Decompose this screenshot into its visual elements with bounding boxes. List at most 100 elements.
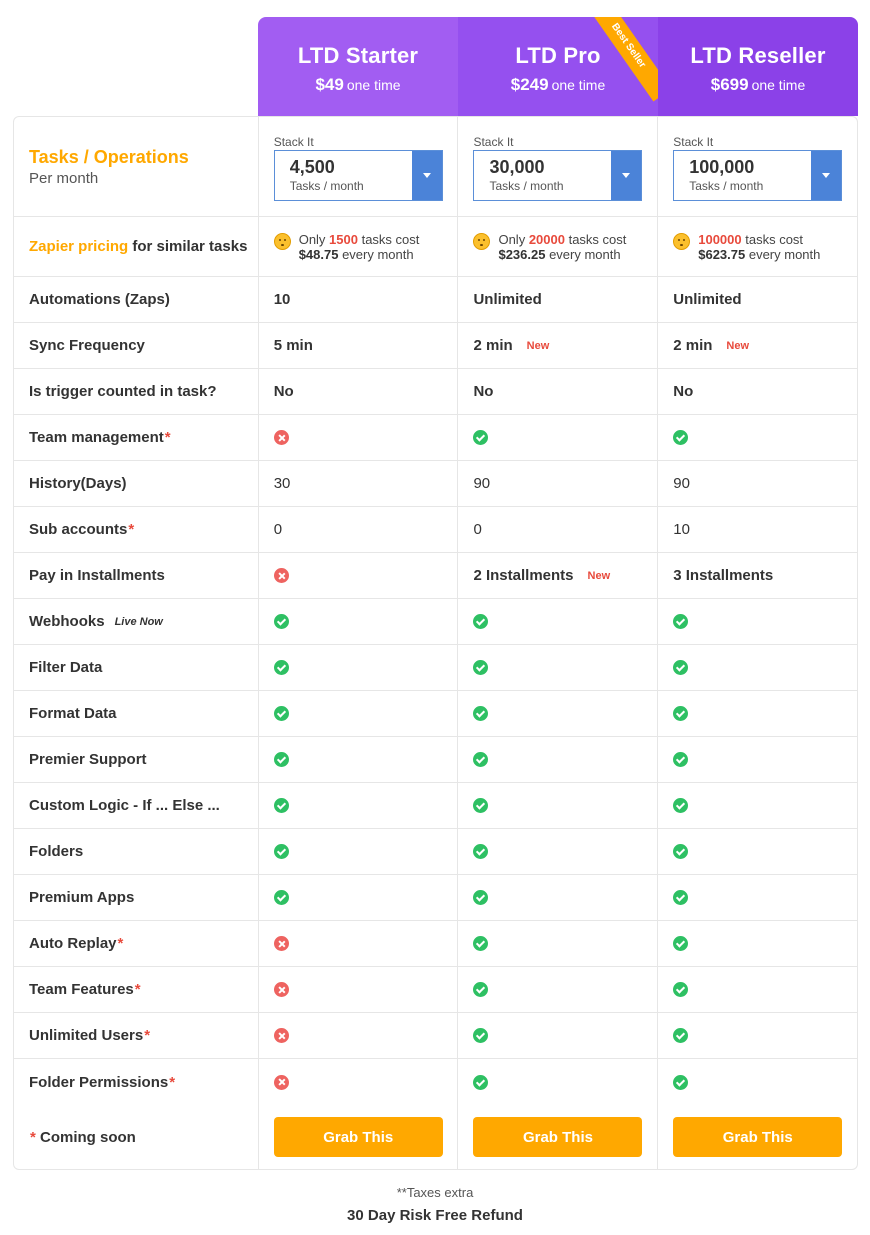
- check-icon: [673, 752, 689, 767]
- feature-value: [457, 875, 657, 920]
- feature-label-text: Automations (Zaps): [29, 291, 170, 308]
- zapier-row: Zapier pricing for similar tasks Only 15…: [14, 217, 857, 277]
- tasks-subtitle: Per month: [29, 169, 99, 187]
- dropdown-button[interactable]: [611, 151, 642, 200]
- feature-value: [457, 783, 657, 828]
- grab-this-button-reseller[interactable]: Grab This: [673, 1117, 843, 1157]
- zapier-cost: $236.25: [498, 247, 546, 262]
- stack-cell: Stack It 30,000 Tasks / month: [457, 117, 657, 216]
- coming-soon-star: *: [169, 1073, 176, 1091]
- zapier-cell: Only 1500 tasks cost $48.75 every month: [257, 217, 458, 276]
- feature-label: Format Data: [14, 691, 258, 736]
- feature-value: 0: [457, 507, 657, 552]
- feature-value: [657, 875, 857, 920]
- feature-label: Team management *: [14, 415, 258, 460]
- feature-value: No: [457, 369, 657, 414]
- feature-row: Automations (Zaps) 10 Unlimited Unlimited: [14, 277, 857, 323]
- taxes-note: **Taxes extra: [396, 1185, 474, 1200]
- feature-value: [657, 1059, 857, 1105]
- stack-label: Stack It: [273, 135, 314, 149]
- check-icon: [473, 982, 489, 997]
- feature-value: [257, 415, 458, 460]
- feature-label-text: Team management: [29, 429, 164, 446]
- check-icon: [473, 1074, 489, 1090]
- check-icon: [673, 1028, 689, 1043]
- new-badge: New: [526, 339, 550, 352]
- feature-value: Unlimited: [457, 277, 657, 322]
- refund-note: 30 Day Risk Free Refund: [347, 1207, 523, 1224]
- feature-label: Premium Apps: [14, 875, 258, 920]
- tasks-title: Tasks / Operations: [29, 146, 189, 167]
- emoji-icon: [673, 233, 691, 250]
- check-icon: [473, 660, 489, 675]
- feature-value-text: 3 Installments: [673, 567, 774, 584]
- feature-label: Sync Frequency: [14, 323, 258, 368]
- feature-label: Is trigger counted in task?: [14, 369, 258, 414]
- coming-soon-star: *: [144, 1027, 151, 1044]
- feature-label: Team Features *: [14, 967, 258, 1012]
- feature-value: 5 min: [257, 323, 458, 368]
- cross-icon: [273, 1074, 289, 1090]
- feature-value: [457, 599, 657, 644]
- coming-soon-star: *: [128, 521, 135, 538]
- grab-this-button-pro[interactable]: Grab This: [473, 1117, 643, 1157]
- check-icon: [673, 798, 689, 813]
- tasks-dropdown-unit: Tasks / month: [689, 179, 764, 193]
- stack-cell: Stack It 4,500 Tasks / month: [257, 117, 458, 216]
- zapier-link-text: Zapier pricing: [29, 237, 129, 255]
- caret-down-icon: [822, 173, 831, 178]
- feature-value: Unlimited: [657, 277, 857, 322]
- check-icon: [473, 844, 489, 859]
- stack-label: Stack It: [473, 135, 514, 149]
- tasks-dropdown[interactable]: 100,000 Tasks / month: [673, 150, 843, 201]
- feature-value: [257, 829, 458, 874]
- tasks-dropdown[interactable]: 30,000 Tasks / month: [473, 150, 643, 201]
- check-icon: [673, 890, 689, 905]
- feature-value: No: [257, 369, 458, 414]
- feature-value: 30: [257, 461, 458, 506]
- zapier-prefix: Only: [498, 232, 529, 247]
- feature-value-text: 10: [673, 521, 690, 538]
- dropdown-button[interactable]: [411, 151, 442, 200]
- feature-label-text: Sub accounts: [29, 521, 128, 538]
- feature-value: 10: [657, 507, 857, 552]
- cross-icon: [273, 568, 289, 583]
- check-icon: [273, 660, 289, 675]
- dropdown-button[interactable]: [811, 151, 842, 200]
- tasks-dropdown[interactable]: 4,500 Tasks / month: [273, 150, 443, 201]
- feature-row: Unlimited Users *: [14, 1013, 857, 1059]
- feature-value: [257, 921, 458, 966]
- feature-value: 0: [257, 507, 458, 552]
- feature-value: [257, 1013, 458, 1058]
- feature-value: [257, 967, 458, 1012]
- feature-value: 2 min New: [457, 323, 657, 368]
- feature-value: [257, 783, 458, 828]
- check-icon: [673, 1074, 689, 1090]
- feature-label: Filter Data: [14, 645, 258, 690]
- coming-soon-note: * Coming soon: [14, 1105, 258, 1169]
- feature-value: [457, 829, 657, 874]
- live-now-badge: Live Now: [114, 615, 163, 628]
- feature-row: Team Features *: [14, 967, 857, 1013]
- feature-row: Premier Support: [14, 737, 857, 783]
- feature-label-text: Team Features: [29, 981, 134, 998]
- feature-value-text: 2 min: [673, 337, 713, 354]
- grab-this-button-starter[interactable]: Grab This: [273, 1117, 443, 1157]
- feature-value: [257, 553, 458, 598]
- caret-down-icon: [422, 173, 431, 178]
- feature-row: Is trigger counted in task? No No No: [14, 369, 857, 415]
- new-badge: New: [587, 569, 611, 582]
- zapier-suffix: every month: [745, 247, 821, 262]
- feature-value: [657, 415, 857, 460]
- emoji-icon: [273, 233, 291, 250]
- tasks-label: Tasks / Operations Per month: [14, 117, 258, 216]
- feature-value: [457, 691, 657, 736]
- feature-value: [457, 415, 657, 460]
- feature-label-text: Sync Frequency: [29, 337, 145, 354]
- feature-row: Sync Frequency 5 min 2 min New 2 min New: [14, 323, 857, 369]
- plan-price-term: one time: [751, 77, 806, 93]
- feature-row: Team management *: [14, 415, 857, 461]
- feature-value-text: Unlimited: [473, 291, 542, 308]
- feature-row: History(Days) 30 90 90: [14, 461, 857, 507]
- stack-label: Stack It: [673, 135, 714, 149]
